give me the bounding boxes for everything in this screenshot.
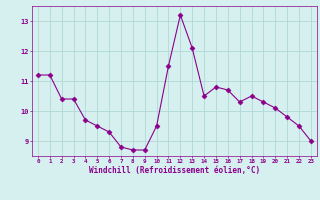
X-axis label: Windchill (Refroidissement éolien,°C): Windchill (Refroidissement éolien,°C) xyxy=(89,166,260,175)
